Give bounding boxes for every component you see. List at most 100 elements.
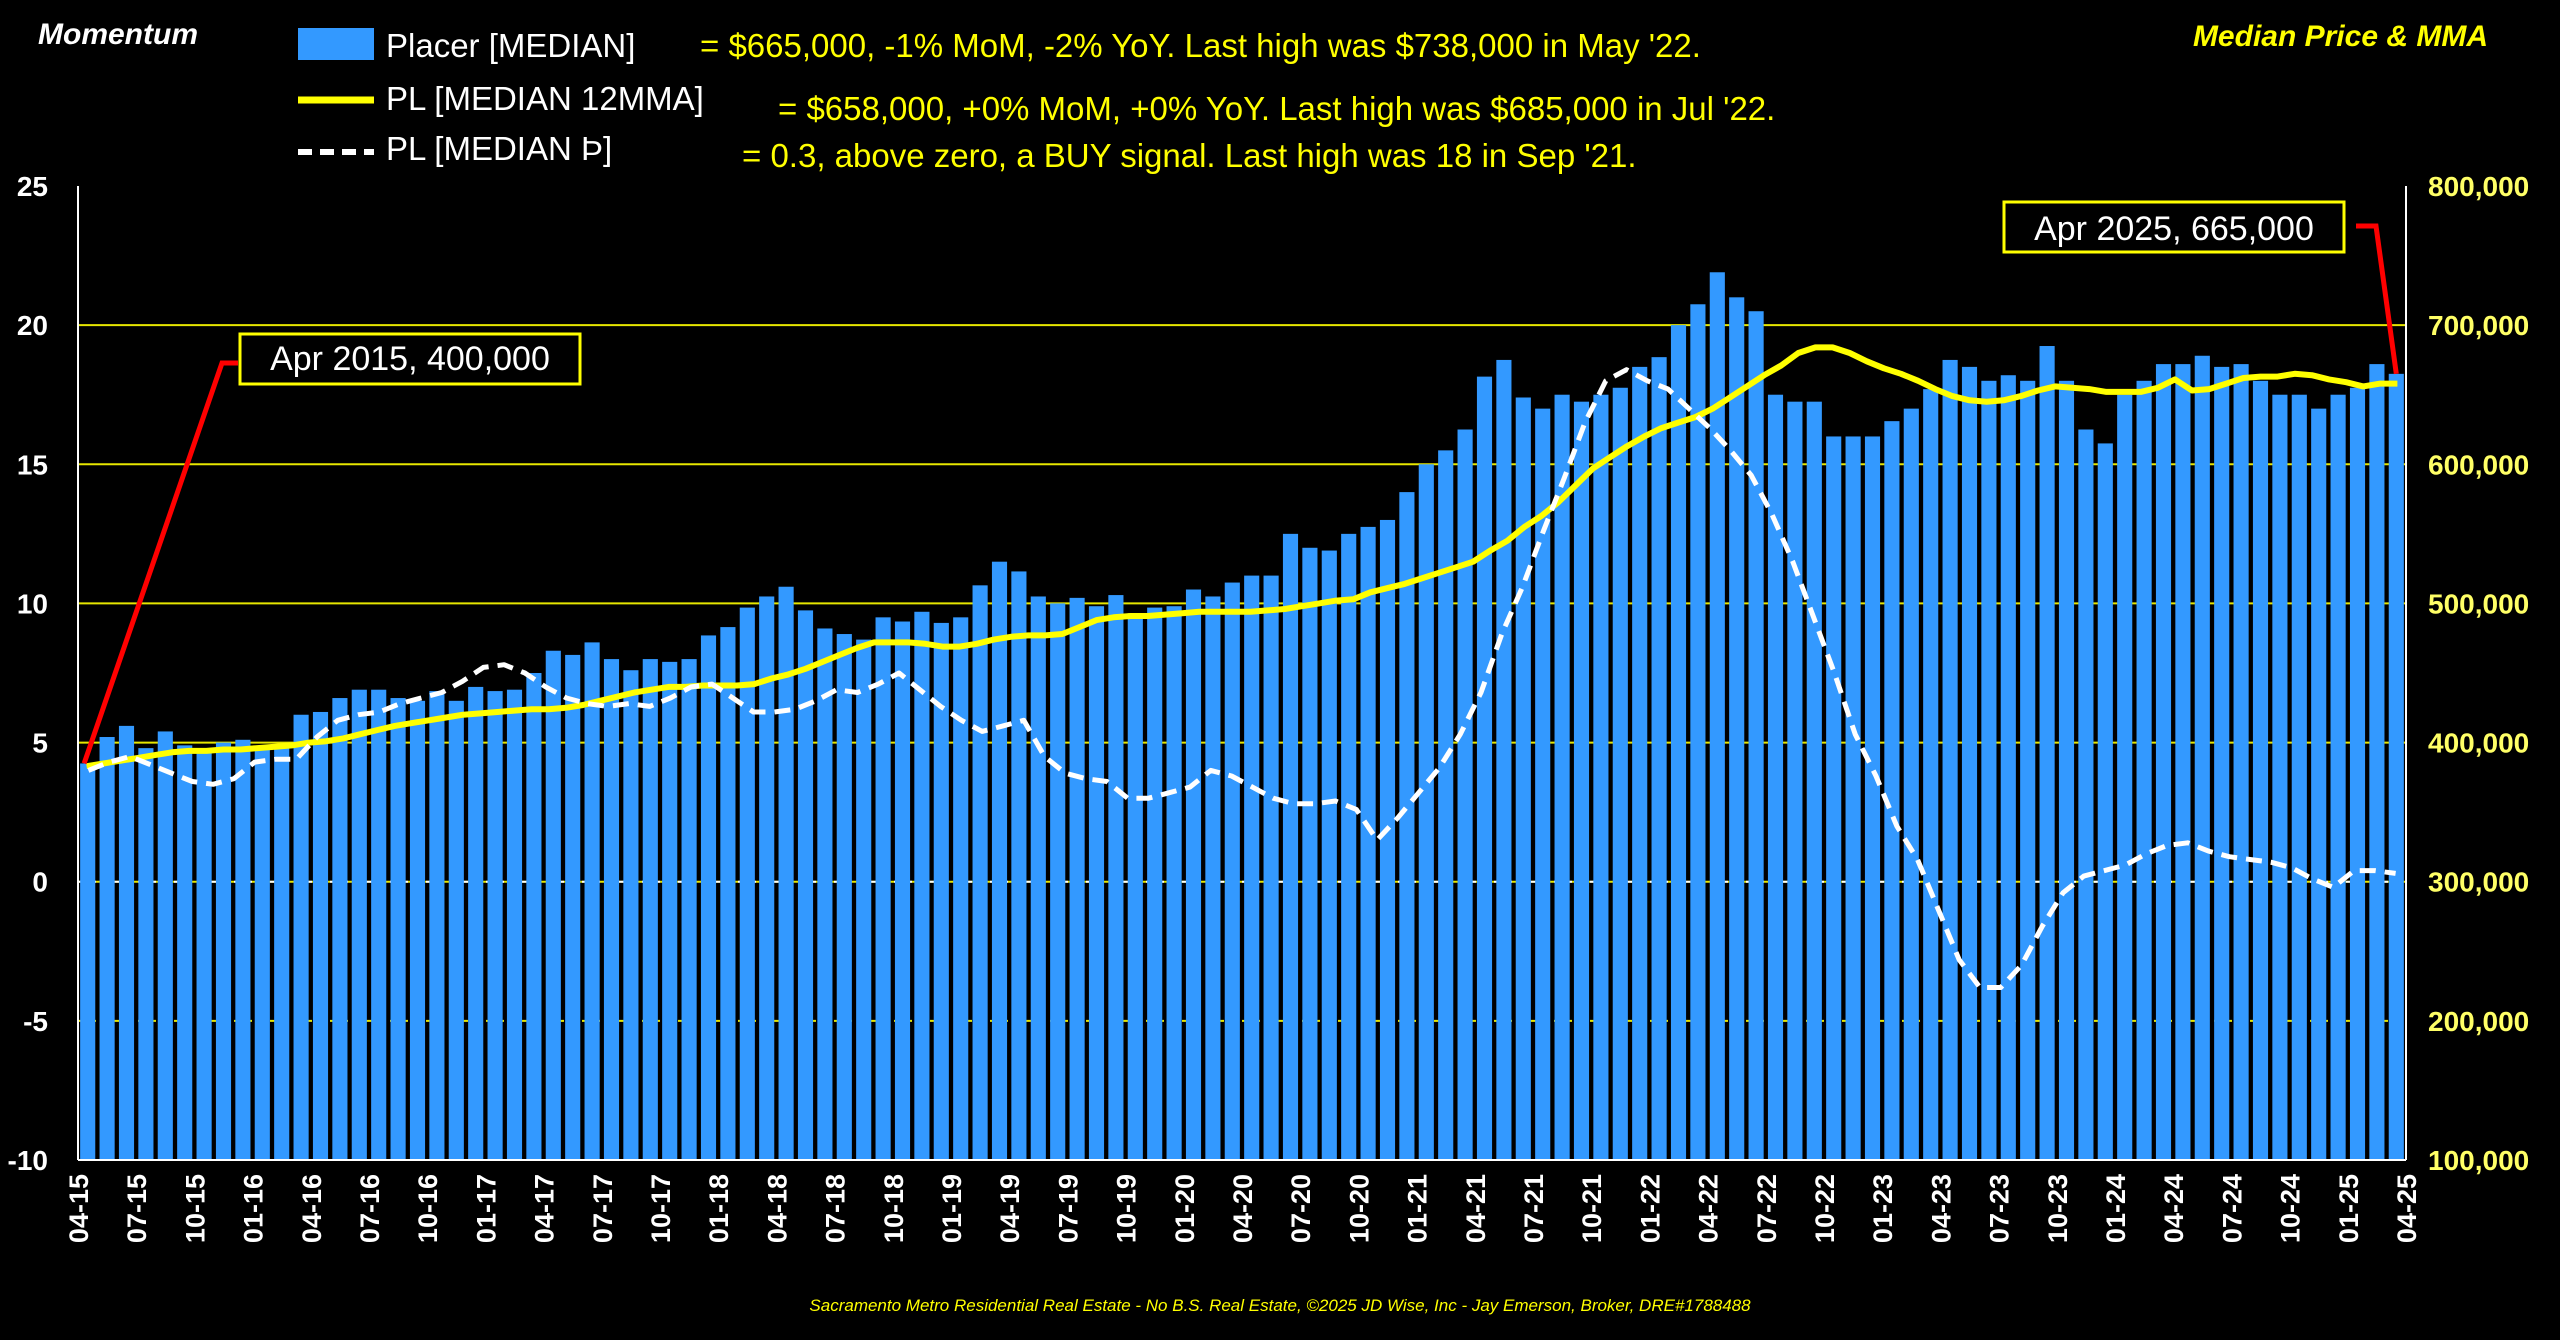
bar: [603, 659, 620, 1160]
bar: [1554, 394, 1570, 1160]
left-tick-label: -10: [8, 1145, 48, 1176]
bar: [1670, 325, 1687, 1161]
bar: [565, 654, 581, 1160]
bar: [1748, 311, 1764, 1160]
bar: [739, 607, 755, 1160]
bar: [2020, 380, 2036, 1160]
x-tick-label: 10-15: [180, 1174, 210, 1243]
right-tick-label: 700,000: [2428, 310, 2529, 341]
bar: [1903, 408, 1919, 1161]
bar: [1651, 357, 1667, 1160]
bar: [1981, 380, 1997, 1160]
x-tick-label: 04-24: [2159, 1174, 2189, 1243]
x-tick-label: 10-22: [1810, 1174, 1840, 1243]
bar: [235, 739, 251, 1160]
bar: [390, 698, 406, 1160]
bar: [933, 622, 949, 1160]
x-tick-label: 04-18: [762, 1174, 792, 1243]
bar: [1030, 596, 1046, 1160]
bar: [1767, 394, 1784, 1160]
bar: [2194, 355, 2210, 1160]
footer-credit: Sacramento Metro Residential Real Estate…: [809, 1296, 1751, 1315]
x-tick-label: 04-19: [995, 1174, 1025, 1243]
bar: [2214, 366, 2230, 1160]
right-tick-label: 600,000: [2428, 449, 2529, 480]
callout-box-start: [238, 332, 582, 386]
x-tick-label: 04-21: [1461, 1174, 1491, 1243]
bar: [293, 714, 309, 1160]
bar: [1826, 436, 1842, 1160]
bar: [2291, 394, 2307, 1160]
gridlines: [78, 324, 2406, 1022]
x-tick-label: 04-23: [1926, 1174, 1956, 1243]
bar: [2058, 380, 2075, 1160]
x-tick-label: 10-17: [646, 1174, 676, 1243]
callout-text-start: Apr 2015, 400,000: [270, 340, 550, 378]
right-tick-label: 800,000: [2428, 171, 2529, 202]
x-tick-label: 04-17: [530, 1174, 560, 1243]
bar: [2175, 364, 2191, 1160]
x-tick-label: 07-19: [1053, 1174, 1083, 1243]
bar: [487, 691, 503, 1160]
x-tick-label: 04-20: [1228, 1174, 1258, 1243]
bar: [1069, 597, 1085, 1160]
x-tick-label: 07-17: [588, 1174, 618, 1243]
bar: [1321, 550, 1337, 1160]
bar: [2097, 443, 2113, 1160]
bar: [797, 610, 814, 1160]
x-tick-label: 10-16: [413, 1174, 443, 1243]
bar: [2330, 394, 2346, 1160]
right-tick-label: 200,000: [2428, 1006, 2529, 1037]
bar: [2078, 429, 2094, 1160]
x-tick-label: 10-20: [1344, 1174, 1374, 1243]
right-tick-label: 300,000: [2428, 867, 2529, 898]
bar: [99, 737, 115, 1160]
x-tick-label: 01-21: [1403, 1174, 1433, 1243]
mma-line: [86, 344, 2398, 770]
bar: [1923, 389, 1939, 1160]
bar: [2272, 394, 2288, 1160]
left-title: Momentum: [38, 18, 198, 51]
line-series: [86, 344, 2398, 990]
left-tick-label: 15: [17, 449, 48, 480]
x-tick-label: 01-20: [1170, 1174, 1200, 1243]
bar: [1864, 436, 1881, 1160]
x-tick-label: 01-17: [471, 1174, 501, 1243]
bar: [953, 617, 969, 1160]
bar: [972, 585, 988, 1160]
annotations: Apr 2015, 400,000 Apr 2025, 665,000: [81, 200, 2399, 765]
bar: [1845, 436, 1861, 1160]
bar: [1127, 613, 1143, 1160]
bar: [584, 642, 600, 1160]
bar: [1438, 450, 1454, 1160]
bar: [1961, 366, 1978, 1160]
bar: [1884, 421, 1900, 1160]
bar: [1263, 575, 1279, 1160]
left-tick-label: 20: [17, 310, 48, 341]
x-tick-label: 10-19: [1112, 1174, 1142, 1243]
bar: [526, 673, 542, 1160]
bar: [662, 661, 678, 1160]
x-tick-label: 01-18: [704, 1174, 734, 1243]
legend-swatch-bars: [298, 28, 374, 60]
bar: [1729, 297, 1745, 1160]
bar: [720, 627, 736, 1160]
x-tick-label: 07-24: [2217, 1174, 2247, 1243]
x-tick-label: 10-23: [2043, 1174, 2073, 1243]
x-tick-label: 01-16: [239, 1174, 269, 1243]
bar: [1205, 596, 1221, 1160]
bar: [1166, 606, 1182, 1160]
bar: [914, 611, 930, 1160]
bar: [429, 691, 445, 1160]
x-tick-label: 07-23: [1985, 1174, 2015, 1243]
right-title: Median Price & MMA: [2193, 20, 2488, 53]
bar: [177, 745, 193, 1160]
bar: [409, 700, 426, 1160]
bar: [1050, 603, 1066, 1160]
bar: [215, 742, 232, 1160]
bar: [2311, 408, 2327, 1161]
bar: [1244, 575, 1260, 1160]
legend-label-mma: PL [MEDIAN 12MMA]: [386, 80, 704, 117]
bar: [2349, 387, 2366, 1160]
